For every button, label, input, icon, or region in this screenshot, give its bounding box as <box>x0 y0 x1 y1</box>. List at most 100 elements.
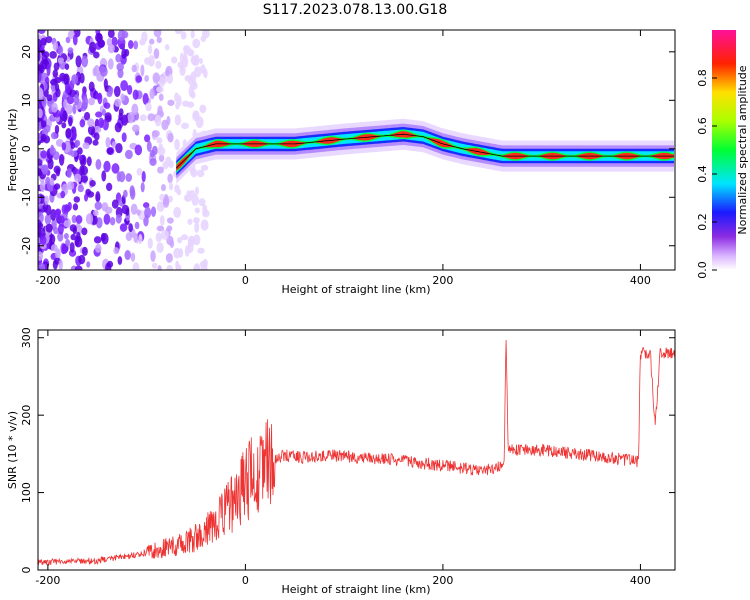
heatmap-speckle <box>111 163 120 174</box>
heatmap-speckle <box>158 154 165 163</box>
heatmap-speckle <box>194 221 200 233</box>
heatmap-speckle <box>98 65 106 73</box>
heatmap-y-tick-label: 20 <box>20 45 33 59</box>
colorbar-tick-label: 0.2 <box>696 213 709 231</box>
heatmap-speckle <box>115 214 122 224</box>
heatmap-speckle <box>65 239 71 247</box>
colorbar-ticks: 0.0 0.2 0.4 0.6 0.8 <box>696 69 717 279</box>
heatmap-speckle <box>87 118 95 128</box>
heatmap-speckle <box>86 156 92 167</box>
heatmap-speckle <box>78 254 86 265</box>
heatmap-speckle <box>151 145 158 156</box>
heatmap-speckle <box>72 203 79 211</box>
heatmap-speckle <box>181 122 189 130</box>
heatmap-speckle <box>156 201 165 212</box>
heatmap-speckle <box>144 74 150 82</box>
heatmap-speckle <box>129 188 136 200</box>
heatmap-speckle <box>50 132 58 140</box>
heatmap-speckle <box>180 31 187 40</box>
heatmap-speckle <box>54 124 60 134</box>
heatmap-speckle <box>95 111 103 118</box>
heatmap-speckle <box>75 222 81 229</box>
heatmap-speckle <box>61 122 67 129</box>
heatmap-speckle <box>87 125 96 136</box>
snr-x-tick-label: -200 <box>35 574 60 587</box>
heatmap-speckle <box>135 75 143 83</box>
heatmap-speckle <box>198 198 206 207</box>
heatmap-speckle <box>65 36 71 44</box>
snr-y-tick-label: 0 <box>20 567 33 574</box>
heatmap-speckle <box>173 206 182 219</box>
heatmap-speckle <box>45 223 53 233</box>
heatmap-speckle <box>194 207 200 214</box>
heatmap-speckle <box>200 164 209 171</box>
heatmap-speckle <box>61 204 67 214</box>
heatmap-speckle <box>121 114 129 126</box>
heatmap-speckle <box>45 204 52 216</box>
heatmap-speckle <box>131 64 137 73</box>
heatmap-speckle <box>50 78 58 86</box>
heatmap-speckle <box>190 55 198 65</box>
snr-plot-area <box>38 330 675 570</box>
heatmap-frame <box>37 29 676 271</box>
snr-y-axis-label: SNR (10 * v/v) <box>6 411 19 489</box>
heatmap-speckle <box>111 199 119 209</box>
heatmap-speckle <box>120 93 125 102</box>
heatmap-speckle <box>114 98 122 107</box>
heatmap-speckle <box>203 68 208 79</box>
heatmap-speckle <box>88 81 95 92</box>
heatmap-speckle <box>39 180 46 193</box>
heatmap-speckle <box>38 251 44 261</box>
heatmap-speckle <box>156 137 163 144</box>
heatmap-speckle <box>147 237 153 249</box>
heatmap-speckle <box>174 92 180 103</box>
heatmap-speckle <box>134 144 143 156</box>
heatmap-speckle <box>165 253 173 263</box>
heatmap-speckle <box>151 130 160 138</box>
heatmap-speckle <box>195 116 204 129</box>
heatmap-speckle <box>168 160 174 169</box>
heatmap-speckle <box>182 54 188 64</box>
heatmap-speckle <box>166 217 174 224</box>
heatmap-x-axis-label: Height of straight line (km) <box>281 283 430 296</box>
heatmap-speckle <box>174 114 182 126</box>
heatmap-speckle <box>128 223 133 233</box>
heatmap-speckle <box>161 183 166 192</box>
heatmap-speckle <box>107 43 115 54</box>
snr-y-tick-label: 200 <box>20 405 33 426</box>
heatmap-speckle <box>150 250 156 262</box>
heatmap-speckle <box>46 94 53 102</box>
chart-title: S117.2023.078.13.00.G18 <box>263 2 448 18</box>
heatmap-speckle <box>73 173 82 183</box>
heatmap-speckle <box>167 173 173 184</box>
heatmap-speckle <box>158 75 166 87</box>
heatmap-speckle <box>152 72 161 83</box>
heatmap-speckle <box>50 244 58 252</box>
heatmap-speckle <box>120 80 129 92</box>
heatmap-speckle <box>187 238 194 248</box>
snr-y-tick-label: 300 <box>20 327 33 348</box>
heatmap-speckle <box>201 30 210 39</box>
heatmap-speckle <box>164 44 170 51</box>
heatmap-speckle <box>139 114 147 122</box>
heatmap-speckle <box>86 261 91 268</box>
heatmap-speckle <box>85 213 94 225</box>
heatmap-speckle <box>49 177 55 186</box>
heatmap-speckle <box>82 142 90 150</box>
heatmap-speckle <box>175 102 180 110</box>
heatmap-speckle <box>189 189 196 198</box>
heatmap-speckle <box>38 108 43 119</box>
heatmap-y-tick-label: -10 <box>20 188 33 206</box>
heatmap-speckle <box>71 74 79 85</box>
heatmap-speckle <box>179 65 186 76</box>
heatmap-speckle <box>190 91 196 99</box>
heatmap-speckle <box>165 69 170 77</box>
heatmap-y-tick-label: 0 <box>20 145 33 152</box>
heatmap-y-tick-label: 10 <box>20 93 33 107</box>
heatmap-speckle <box>58 259 63 270</box>
heatmap-speckle <box>52 41 59 51</box>
heatmap-speckle <box>180 234 189 241</box>
heatmap-speckle <box>149 157 157 166</box>
heatmap-speckle <box>88 41 97 54</box>
